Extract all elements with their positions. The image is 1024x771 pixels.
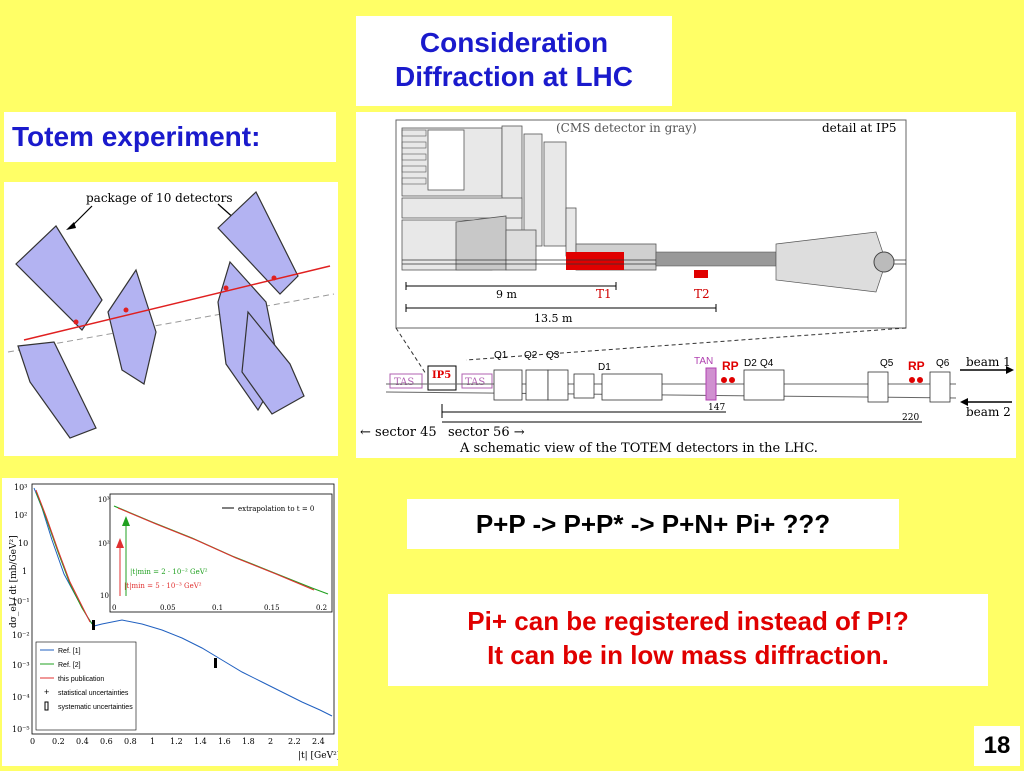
legend-item: systematic uncertainties [58, 704, 133, 711]
x-tick: 1.8 [242, 737, 255, 746]
x-tick: 2.2 [288, 737, 301, 746]
plot-ylabel: dσ_el / dt [mb/GeV²] [9, 535, 19, 628]
tas-left-label: TAS [394, 377, 414, 388]
layout-caption: A schematic view of the TOTEM detectors … [459, 441, 818, 456]
inset-y-tick: 10³ [98, 496, 110, 504]
q2-label: Q2 [524, 350, 538, 361]
ip5-box [427, 365, 457, 391]
totem-layout-figure: (CMS detector in gray) detail at IP5 [356, 112, 1016, 458]
x-tick: 1.6 [218, 737, 231, 746]
curve-this [35, 489, 91, 623]
inset-x-tick: 0.15 [264, 604, 280, 612]
page-number: 18 [974, 726, 1020, 766]
y-tick: 10⁻³ [12, 661, 30, 670]
tas-right-label: TAS [465, 377, 485, 388]
t2-detector [694, 270, 708, 278]
d2-label: D2 [744, 358, 757, 369]
note-line-2: It can be in low mass diffraction. [487, 640, 889, 670]
inset-x-tick: 0.05 [160, 604, 176, 612]
sector45-label: ← sector 45 [360, 425, 437, 440]
y-tick: 10⁻⁵ [12, 725, 30, 734]
totem-heading: Totem experiment: [4, 112, 336, 162]
x-tick: 1.4 [194, 737, 207, 746]
cms-note: (CMS detector in gray) [556, 121, 697, 135]
rp1-label: RP [722, 359, 739, 373]
x-tick: 0.6 [100, 737, 113, 746]
plot-legend: Ref. [1] Ref. [2] this publication + sta… [40, 648, 133, 711]
t1-detector [566, 252, 624, 270]
t2-label: T2 [694, 287, 710, 301]
q3-label: Q3 [546, 350, 560, 361]
x-ticks: 0 0.2 0.4 0.6 0.8 1 1.2 1.4 1.6 1.8 2 2.… [30, 737, 325, 746]
d1-label: D1 [598, 362, 611, 373]
inset-y-tick: 10² [98, 540, 110, 548]
y-tick: 1 [22, 567, 27, 576]
distance-9m: 9 m [496, 288, 517, 301]
x-tick: 1.2 [170, 737, 183, 746]
plot-xlabel: |t| [GeV²] [298, 751, 338, 761]
q5-label: Q5 [880, 358, 894, 369]
reaction-box: P+P -> P+P* -> P+N+ Pi+ ??? [407, 499, 899, 549]
title-line-2: Diffraction at LHC [395, 61, 633, 92]
inset-y-tick: 10 [100, 592, 109, 600]
t1-label: T1 [596, 287, 612, 301]
detector-planes [15, 191, 305, 439]
slide-title: Consideration Diffraction at LHC [356, 16, 672, 106]
distance-13-5m: 13.5 m [534, 312, 573, 325]
curve-ref2 [35, 491, 93, 625]
tan-label: TAN [694, 356, 713, 367]
detector-figure: package of 10 detectors [4, 182, 338, 456]
title-line-1: Consideration [419, 27, 609, 58]
inset-note-2: |t|min = 5 · 10⁻³ GeV² [124, 582, 202, 590]
inset-plot [109, 493, 333, 613]
inset-note-1: |t|min = 2 · 10⁻² GeV² [130, 568, 208, 576]
x-tick: 0.8 [124, 737, 137, 746]
curve-ref1 [33, 487, 333, 717]
inset-x-tick: 0.1 [212, 604, 223, 612]
y-tick: 10² [14, 511, 27, 520]
legend-item: this publication [58, 676, 104, 683]
sector56-label: sector 56 → [448, 425, 525, 440]
y-tick: 10³ [14, 483, 27, 492]
y-tick: 10⁻⁴ [12, 693, 30, 702]
cms-detector [401, 125, 657, 271]
rp2-label: RP [908, 359, 925, 373]
cross-section-plot: dσ_el / dt [mb/GeV²] |t| [GeV²] 10³ 10² … [2, 478, 340, 766]
x-tick: 1 [150, 737, 155, 746]
x-tick: 2 [268, 737, 273, 746]
legend-item: statistical uncertainties [58, 690, 129, 697]
distance-147: 147 [708, 403, 725, 413]
note-line-1: Pi+ can be registered instead of P!? [467, 606, 909, 636]
x-tick: 0.2 [52, 737, 65, 746]
inset-x-tick: 0 [112, 604, 116, 612]
beam2-label: beam 2 [966, 405, 1011, 419]
legend-item: Ref. [2] [58, 662, 81, 669]
q1-label: Q1 [494, 350, 508, 361]
y-tick: 10 [18, 539, 28, 548]
distance-220: 220 [902, 413, 919, 423]
x-tick: 0.4 [76, 737, 89, 746]
note-box: Pi+ can be registered instead of P!? It … [388, 594, 988, 686]
q4-label: Q4 [760, 358, 774, 369]
inset-legend: extrapolation to t = 0 [238, 505, 314, 513]
q6-label: Q6 [936, 358, 950, 369]
svg-text:+: + [44, 687, 49, 697]
detail-label: detail at IP5 [822, 121, 897, 135]
legend-item: Ref. [1] [58, 648, 81, 655]
inset-x-tick: 0.2 [316, 604, 327, 612]
ip5-label: IP5 [432, 370, 451, 381]
x-tick: 0 [30, 737, 35, 746]
beam1-label: beam 1 [966, 355, 1011, 369]
x-tick: 2.4 [312, 737, 325, 746]
y-tick: 10⁻¹ [12, 597, 30, 606]
y-tick: 10⁻² [12, 631, 30, 640]
y-ticks: 10³ 10² 10 1 10⁻¹ 10⁻² 10⁻³ 10⁻⁴ 10⁻⁵ [12, 483, 30, 734]
detector-label: package of 10 detectors [86, 191, 233, 205]
